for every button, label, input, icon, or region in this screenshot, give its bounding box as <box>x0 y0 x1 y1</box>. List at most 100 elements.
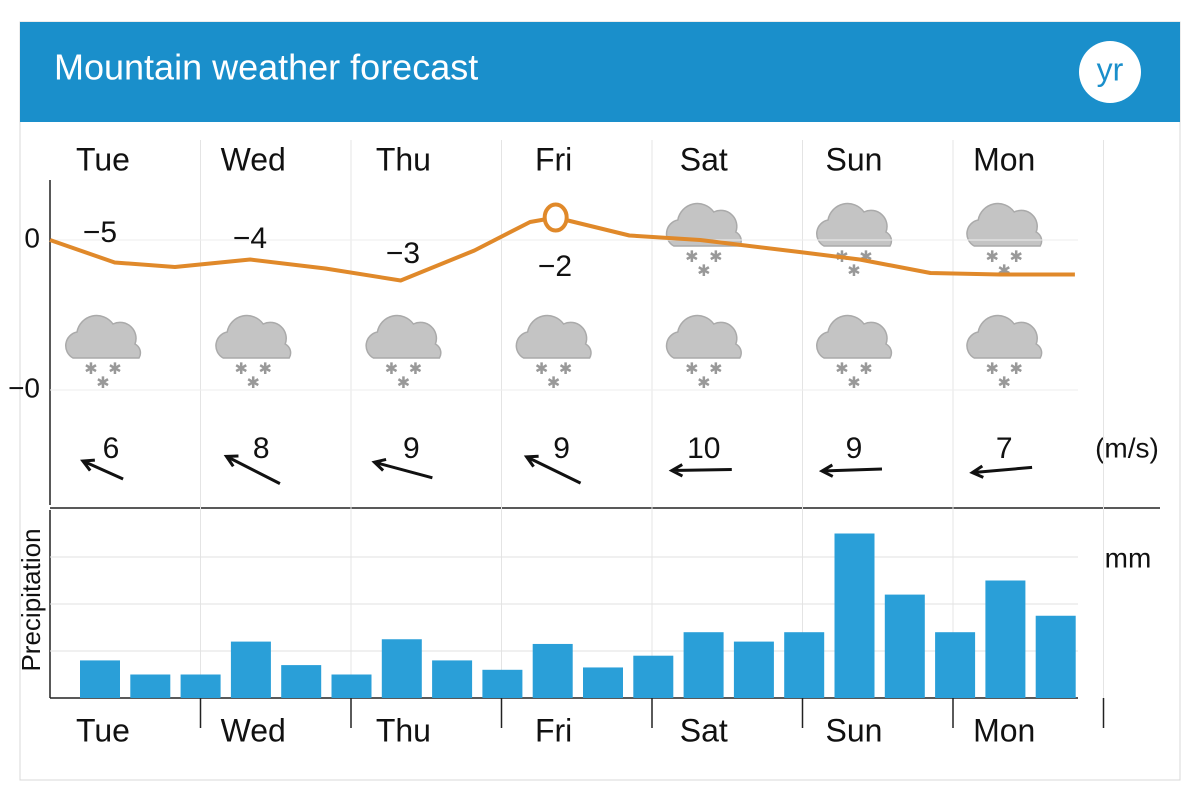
max-temp-marker <box>542 202 569 233</box>
snowflake: ✱ <box>547 375 560 392</box>
precip-label: Precipitation <box>16 528 46 671</box>
precip-bar <box>733 641 774 698</box>
snowflake: ✱ <box>397 375 410 392</box>
snowflake: ✱ <box>709 361 722 378</box>
day-label-bottom: Mon <box>973 712 1035 748</box>
temp-label: −4 <box>233 222 267 255</box>
snowflake: ✱ <box>409 361 422 378</box>
snowflake: ✱ <box>84 361 97 378</box>
wind-speed: 6 <box>103 432 120 465</box>
precip-unit: mm <box>1105 542 1152 573</box>
y-tick-label: 0 <box>24 222 40 253</box>
snowflake: ✱ <box>997 375 1010 392</box>
precip-bar <box>281 665 322 698</box>
wind-unit: (m/s) <box>1095 432 1159 463</box>
day-label-top: Wed <box>221 141 286 177</box>
cloud <box>665 202 742 247</box>
precip-bar <box>985 580 1026 698</box>
cloud <box>515 314 592 359</box>
snowflake: ✱ <box>1009 361 1022 378</box>
precip-bar <box>1035 615 1076 698</box>
cloud <box>65 314 142 359</box>
wind-speed: 8 <box>253 432 270 465</box>
wind-arrow <box>80 458 124 481</box>
day-label-bottom: Sat <box>680 712 728 748</box>
snow-icon: ✱ ✱✱ <box>215 314 292 392</box>
snow-icon: ✱ ✱✱ <box>515 314 592 392</box>
cloud <box>665 314 742 359</box>
precip-bar <box>583 667 623 698</box>
snowflake: ✱ <box>258 361 271 378</box>
precip-bar <box>180 674 221 698</box>
day-label-top: Sun <box>826 141 883 177</box>
day-label-top: Tue <box>76 141 130 177</box>
day-label-top: Thu <box>376 141 431 177</box>
wind-speed: 9 <box>553 432 570 465</box>
precip-bar <box>683 632 724 698</box>
wind-arrow <box>223 454 281 485</box>
snowflake: ✱ <box>709 249 722 266</box>
day-label-top: Sat <box>680 141 728 177</box>
precip-bar <box>432 660 473 698</box>
logo-badge[interactable] <box>1079 41 1141 103</box>
day-label-bottom: Thu <box>376 712 431 748</box>
wind-arrow <box>668 463 732 478</box>
snowflake: ✱ <box>985 249 998 266</box>
precip-bar <box>130 674 171 698</box>
precip-bar <box>381 639 422 698</box>
temp-label: −3 <box>386 237 420 270</box>
day-label-top: Fri <box>535 141 572 177</box>
wind-speed: 7 <box>996 432 1013 465</box>
cloud <box>816 314 893 359</box>
cloud <box>365 314 442 359</box>
day-label-bottom: Fri <box>535 712 572 748</box>
precip-bar <box>532 643 573 698</box>
precip-bar <box>482 669 523 698</box>
wind-speed: 10 <box>687 432 720 465</box>
precip-bar <box>230 641 271 698</box>
cloud <box>215 314 292 359</box>
snowflake: ✱ <box>685 249 698 266</box>
snowflake: ✱ <box>234 361 247 378</box>
snowflake: ✱ <box>835 361 848 378</box>
cloud <box>816 202 893 247</box>
snowflake: ✱ <box>997 263 1010 280</box>
wind-arrow <box>371 457 433 480</box>
day-label-bottom: Wed <box>221 712 286 748</box>
day-label-bottom: Tue <box>76 712 130 748</box>
snowflake: ✱ <box>985 361 998 378</box>
snowflake: ✱ <box>847 375 860 392</box>
wind-speed: 9 <box>846 432 863 465</box>
snow-icon: ✱ ✱✱ <box>665 314 742 392</box>
day-label-bottom: Sun <box>826 712 883 748</box>
temp-label: −2 <box>538 250 572 283</box>
temp-label: −5 <box>83 216 117 249</box>
cloud <box>966 202 1043 247</box>
logo[interactable]: yr <box>1097 51 1124 87</box>
snowflake: ✱ <box>559 361 572 378</box>
snowflake: ✱ <box>385 361 398 378</box>
title: Mountain weather forecast <box>54 47 478 88</box>
snowflake: ✱ <box>1009 249 1022 266</box>
cloud <box>966 314 1043 359</box>
header-bar <box>20 22 1180 122</box>
snowflake: ✱ <box>697 375 710 392</box>
wind-arrow <box>818 463 883 478</box>
precip-bar <box>884 594 925 698</box>
snow-icon: ✱ ✱✱ <box>816 314 893 392</box>
snow-icon: ✱ ✱✱ <box>966 314 1043 392</box>
snowflake: ✱ <box>859 249 872 266</box>
precip-bar <box>834 533 875 698</box>
wind-speed: 9 <box>403 432 420 465</box>
day-label-top: Mon <box>973 141 1035 177</box>
wind-arrow <box>969 464 1033 479</box>
wind-arrow <box>523 454 582 485</box>
precip-bar <box>784 632 825 698</box>
snow-icon: ✱ ✱✱ <box>365 314 442 392</box>
precip-bar <box>633 655 674 698</box>
snowflake: ✱ <box>535 361 548 378</box>
snow-icon: ✱ ✱✱ <box>665 202 742 280</box>
snowflake: ✱ <box>697 263 710 280</box>
snowflake: ✱ <box>685 361 698 378</box>
